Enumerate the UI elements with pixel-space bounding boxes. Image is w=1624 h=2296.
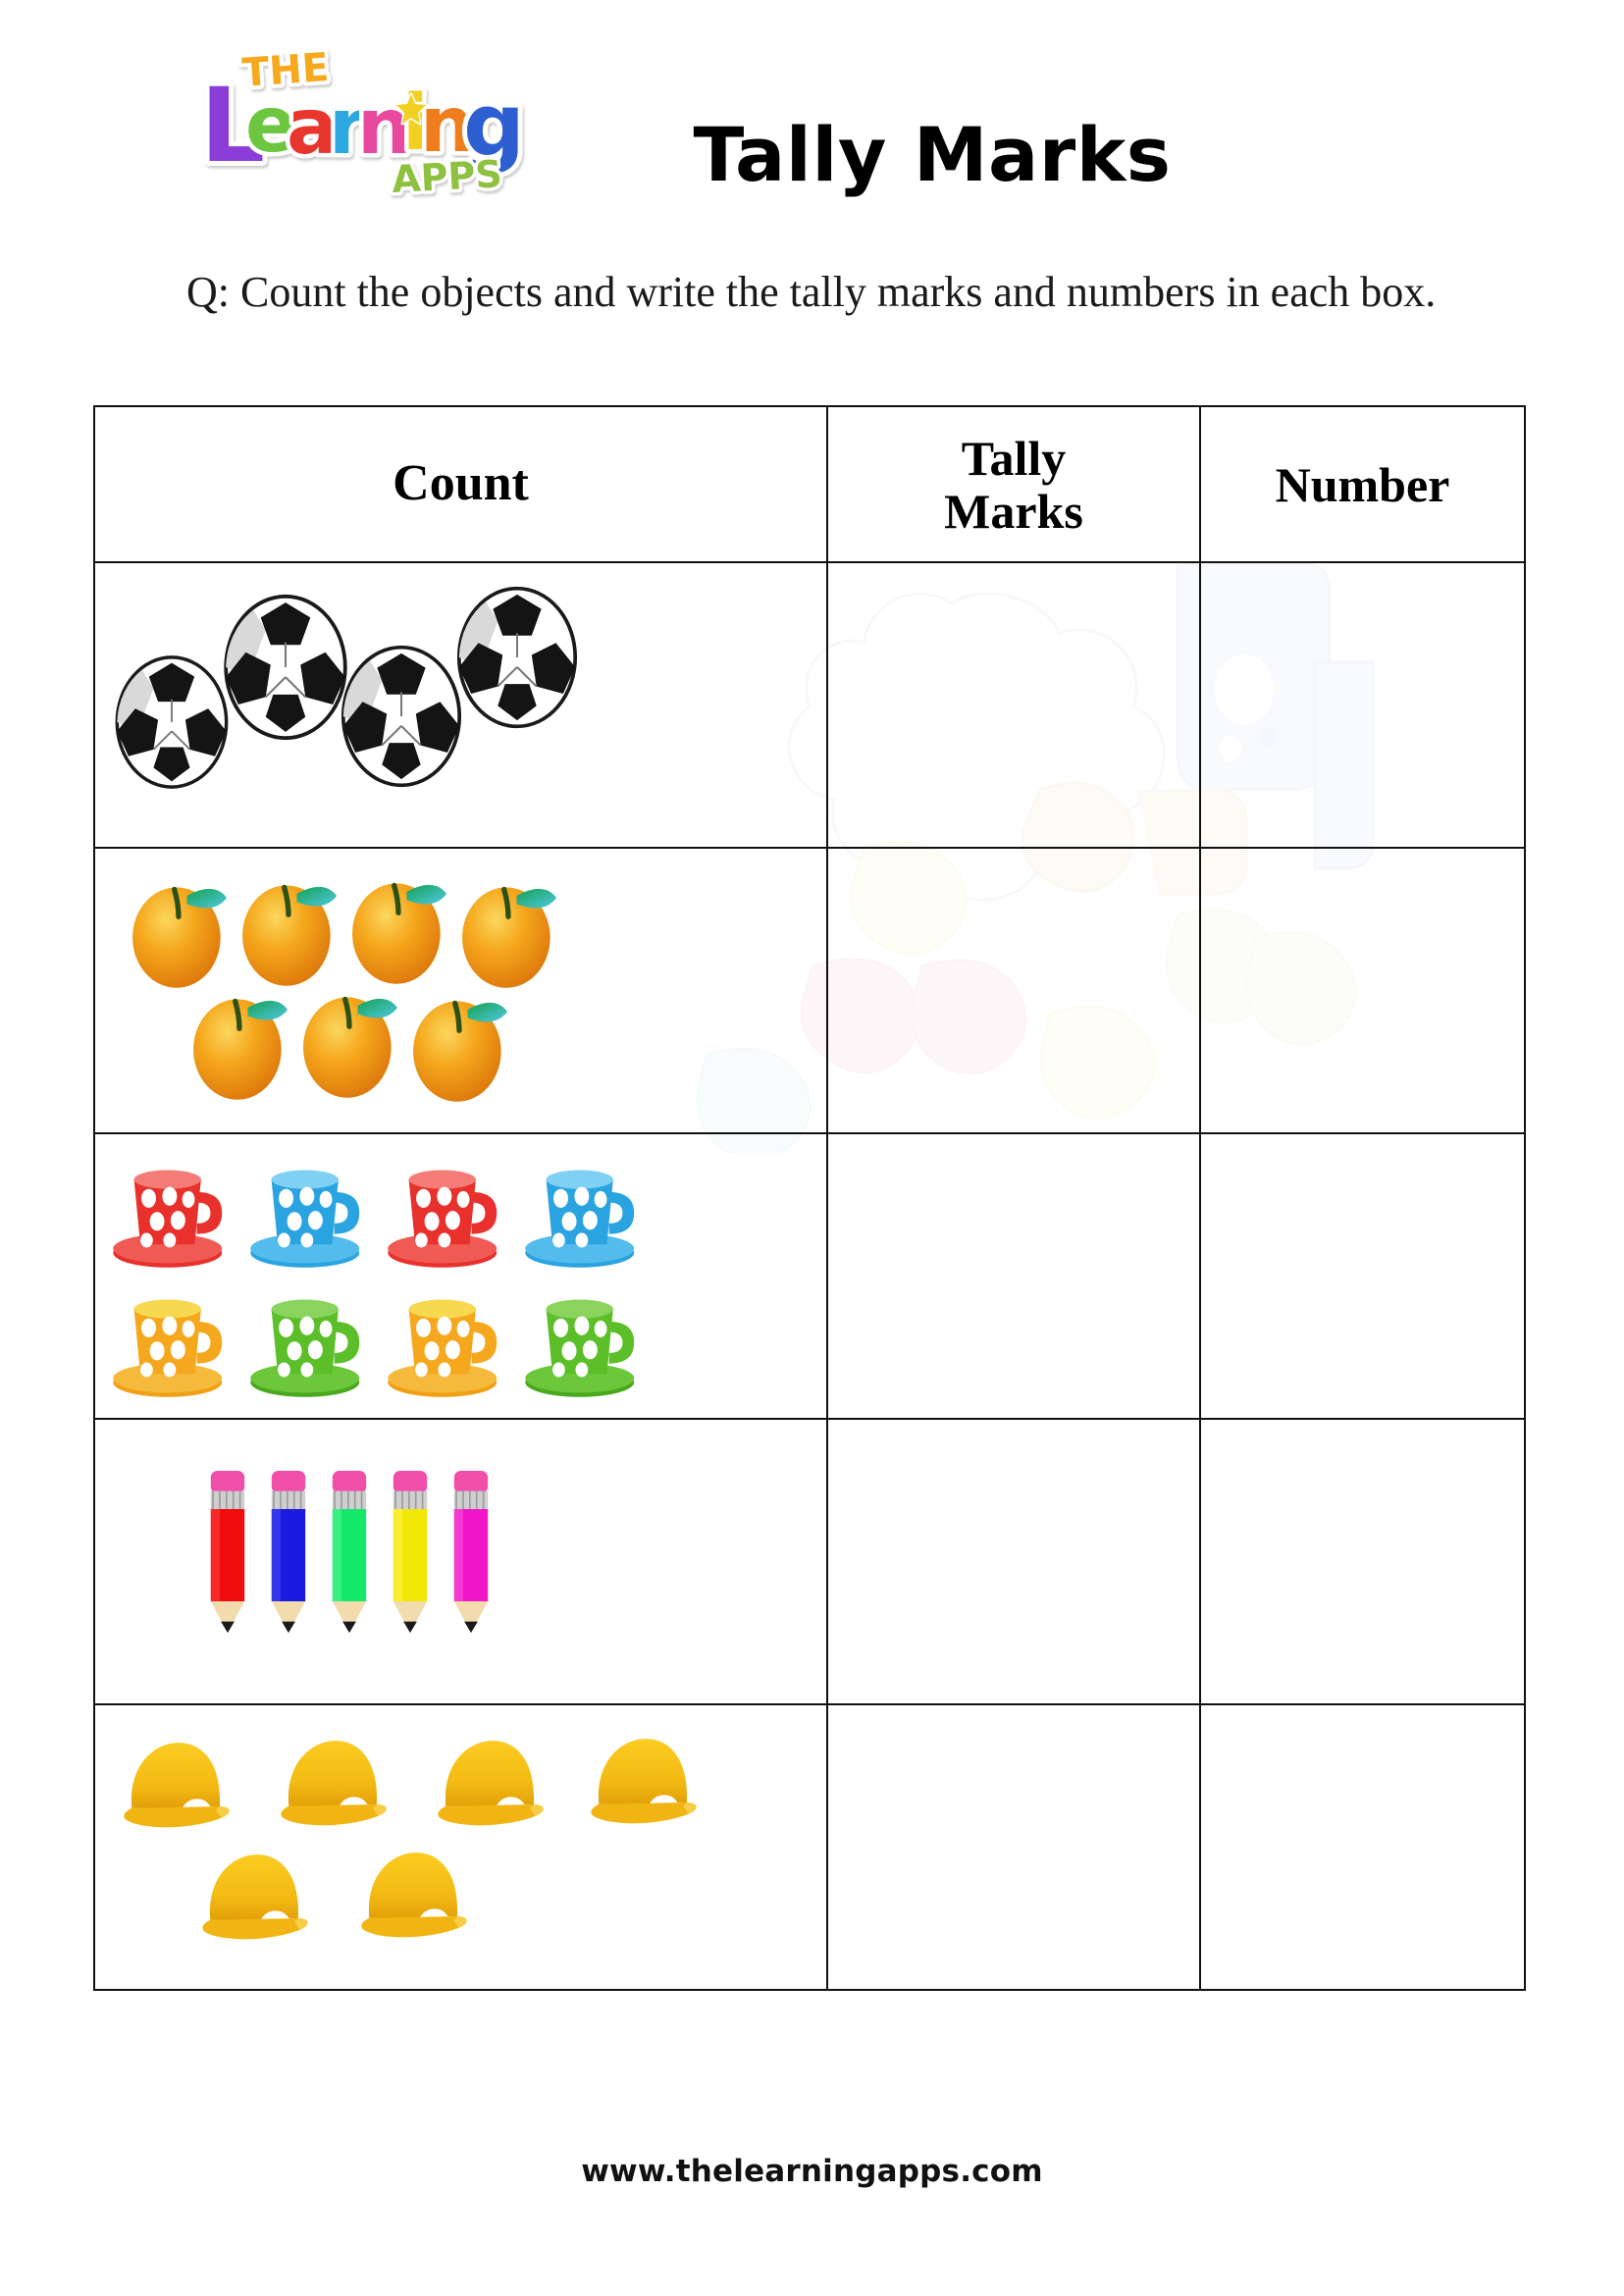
soccer-ball-group bbox=[95, 563, 826, 847]
svg-text:n: n bbox=[357, 83, 412, 172]
number-answer-box[interactable] bbox=[1199, 1132, 1526, 1420]
table-header-row: Count Tally Marks Number bbox=[93, 405, 1526, 563]
the-learning-apps-logo: THE L e a r n i n g APPS bbox=[169, 35, 551, 205]
baseball-cap-icon bbox=[361, 1852, 467, 1938]
svg-text:a: a bbox=[287, 83, 339, 172]
svg-text:e: e bbox=[245, 81, 297, 170]
pencil-icon bbox=[332, 1471, 367, 1634]
tally-marks-table: Count Tally Marks Number bbox=[93, 405, 1526, 1991]
teacup-icon bbox=[388, 1299, 498, 1397]
column-header-tally-marks: Tally Marks bbox=[826, 405, 1201, 563]
count-cell-soccer-balls bbox=[93, 561, 828, 849]
footer-url: www.thelearningapps.com bbox=[581, 2154, 1043, 2189]
table-row bbox=[93, 847, 1526, 1134]
orange-icon bbox=[352, 882, 447, 984]
teacup-icon bbox=[525, 1170, 635, 1268]
baseball-cap-icon bbox=[591, 1739, 697, 1824]
count-cell-cups bbox=[93, 1132, 828, 1420]
soccer-ball-icon bbox=[115, 655, 229, 789]
svg-text:g: g bbox=[463, 75, 525, 176]
svg-text:APPS: APPS bbox=[391, 152, 503, 201]
orange-icon bbox=[303, 996, 398, 1098]
soccer-ball-icon bbox=[341, 645, 462, 788]
page-header: THE L e a r n i n g APPS Tally Marks bbox=[0, 0, 1624, 226]
table-row bbox=[93, 1703, 1526, 1991]
tally-answer-box[interactable] bbox=[826, 847, 1201, 1134]
teacup-icon bbox=[113, 1299, 223, 1397]
baseball-cap-icon bbox=[438, 1741, 544, 1826]
count-cell-caps bbox=[93, 1703, 828, 1991]
pencil-icon bbox=[453, 1471, 489, 1634]
tally-answer-box[interactable] bbox=[826, 1418, 1201, 1705]
table-row bbox=[93, 1418, 1526, 1705]
tally-answer-box[interactable] bbox=[826, 1703, 1201, 1991]
tally-answer-box[interactable] bbox=[826, 1132, 1201, 1420]
number-answer-box[interactable] bbox=[1199, 1703, 1526, 1991]
orange-icon bbox=[242, 884, 338, 986]
svg-text:n: n bbox=[420, 81, 475, 170]
pencil-icon bbox=[393, 1471, 428, 1634]
teacup-group bbox=[95, 1134, 826, 1418]
orange-icon bbox=[413, 1000, 508, 1102]
tally-header-line1: Tally bbox=[961, 430, 1067, 486]
orange-group bbox=[95, 849, 826, 1132]
cap-group bbox=[95, 1705, 826, 1989]
baseball-cap-icon bbox=[281, 1741, 387, 1826]
soccer-ball-icon bbox=[456, 586, 578, 729]
count-cell-oranges bbox=[93, 847, 828, 1134]
pencil-icon bbox=[271, 1471, 306, 1634]
question-text: Q: Count the objects and write the tally… bbox=[186, 268, 1437, 316]
tally-answer-box[interactable] bbox=[826, 561, 1201, 849]
svg-text:L: L bbox=[200, 66, 265, 185]
orange-icon bbox=[132, 886, 228, 988]
count-cell-pencils bbox=[93, 1418, 828, 1705]
column-header-number: Number bbox=[1199, 405, 1526, 563]
page-title: Tally Marks bbox=[693, 111, 1172, 198]
teacup-icon bbox=[113, 1170, 223, 1268]
table-row bbox=[93, 1132, 1526, 1420]
tally-header-line2: Marks bbox=[944, 483, 1083, 539]
svg-text:r: r bbox=[329, 83, 367, 172]
column-header-count: Count bbox=[93, 405, 828, 563]
baseball-cap-icon bbox=[202, 1854, 308, 1940]
number-answer-box[interactable] bbox=[1199, 1418, 1526, 1705]
soccer-ball-icon bbox=[224, 594, 347, 741]
teacup-icon bbox=[250, 1170, 360, 1268]
pencil-group bbox=[95, 1420, 826, 1703]
baseball-cap-icon bbox=[124, 1743, 230, 1828]
number-answer-box[interactable] bbox=[1199, 847, 1526, 1134]
teacup-icon bbox=[250, 1299, 360, 1397]
number-answer-box[interactable] bbox=[1199, 561, 1526, 849]
pencil-icon bbox=[210, 1471, 245, 1634]
teacup-icon bbox=[525, 1299, 635, 1397]
orange-icon bbox=[193, 998, 288, 1100]
teacup-icon bbox=[388, 1170, 498, 1268]
orange-icon bbox=[462, 886, 557, 988]
table-row bbox=[93, 561, 1526, 849]
svg-text:THE: THE bbox=[240, 45, 330, 96]
